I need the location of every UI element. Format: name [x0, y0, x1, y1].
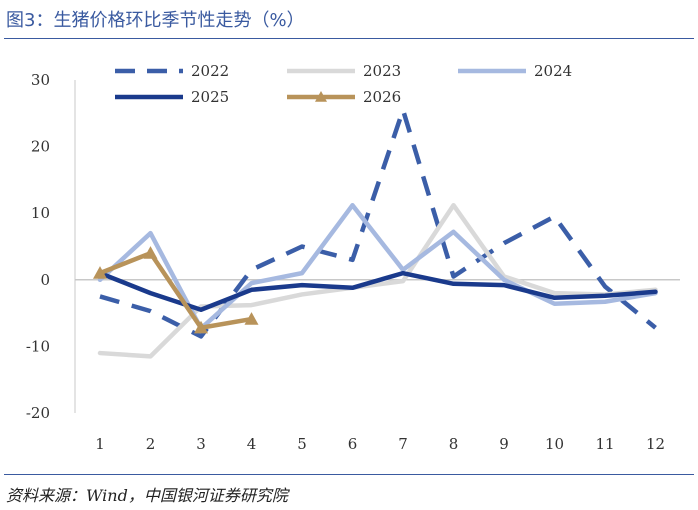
- series-line-2025: [97, 270, 658, 313]
- legend-label-2025: 2025: [191, 88, 229, 106]
- x-tick-label: 6: [348, 435, 358, 453]
- source-note: 资料来源：Wind，中国银河证券研究院: [6, 486, 288, 505]
- series-line-2024: [97, 202, 658, 331]
- legend-marker-2026: [315, 91, 327, 102]
- x-tick-label: 12: [646, 435, 665, 453]
- y-tick-label: 0: [40, 271, 50, 289]
- legend-label-2024: 2024: [534, 62, 572, 80]
- y-tick-label: 20: [31, 138, 50, 156]
- x-tick-label: 7: [398, 435, 408, 453]
- y-tick-label: -20: [26, 404, 50, 422]
- series-lines: [93, 107, 658, 359]
- x-tick-label: 10: [545, 435, 564, 453]
- y-tick-label: 30: [31, 71, 50, 89]
- x-tick-label: 8: [449, 435, 459, 453]
- title-divider: [4, 38, 694, 39]
- x-tick-label: 4: [247, 435, 257, 453]
- legend: 2022 2023 2024 2025 2026: [115, 62, 572, 106]
- legend-label-2026: 2026: [363, 88, 401, 106]
- x-tick-label: 5: [297, 435, 307, 453]
- x-tick-label: 1: [95, 435, 105, 453]
- data-point-2026: [194, 320, 208, 334]
- x-tick-label: 11: [595, 435, 614, 453]
- x-tick-label: 9: [499, 435, 509, 453]
- y-tick-label: 10: [31, 204, 50, 222]
- series-line-2022: [99, 107, 657, 339]
- chart-title: 图3：生猪价格环比季节性走势（%）: [6, 10, 305, 31]
- x-tick-label: 2: [146, 435, 156, 453]
- legend-label-2023: 2023: [363, 62, 401, 80]
- series-line-2026: [97, 250, 254, 331]
- x-axis-ticks: 1 2 3 4 5 6 7 8 9 10 11 12: [95, 435, 665, 453]
- y-axis-ticks: 30 20 10 0 -10 -20: [26, 71, 50, 422]
- footer-divider: [4, 474, 694, 475]
- y-tick-label: -10: [26, 337, 50, 355]
- data-point-2026: [143, 246, 158, 259]
- data-point-2026: [93, 266, 107, 279]
- data-point-2026: [244, 312, 259, 325]
- legend-label-2022: 2022: [191, 62, 229, 80]
- x-tick-label: 3: [196, 435, 206, 453]
